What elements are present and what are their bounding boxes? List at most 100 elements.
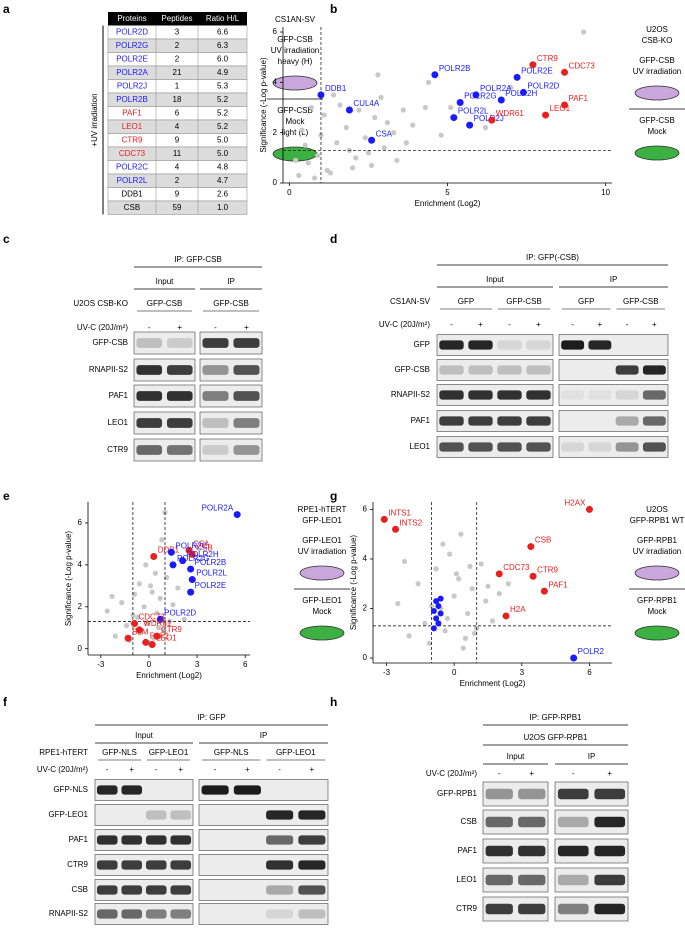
blot-header: U2OS GFP-RPB1: [523, 733, 588, 742]
blot-row-label: RNAPII-S2: [49, 909, 89, 918]
background-point: [381, 145, 387, 151]
background-point: [318, 132, 324, 138]
construct-label: GFP-CSB: [623, 297, 659, 306]
background-point: [308, 104, 315, 111]
legend-text: UV irradiation: [633, 547, 681, 556]
table-cell: POLR2C: [116, 162, 148, 171]
lane-label: +: [178, 765, 183, 774]
blot-band: [266, 909, 294, 919]
background-point: [447, 551, 453, 557]
legend-text: UV irradiation: [271, 46, 319, 55]
blot-band: [561, 442, 585, 452]
construct-label: GFP-LEO1: [149, 748, 189, 757]
y-tick-label: 4: [78, 560, 83, 569]
blot-band: [201, 785, 229, 795]
protein-point: [187, 588, 195, 596]
blot-membrane: [94, 903, 194, 925]
table-cell: 2: [175, 54, 180, 63]
blot-membrane: [558, 436, 669, 458]
legend-text: GFP-LEO1: [302, 596, 342, 605]
table-cell: 2: [175, 41, 180, 50]
blot-membrane: [558, 410, 669, 432]
background-point: [440, 541, 446, 547]
panel-label: c: [3, 232, 10, 246]
table-cell: 4: [175, 122, 180, 131]
blot-band: [170, 860, 192, 870]
blot-band: [136, 338, 163, 348]
legend-text: UV irradiation: [298, 547, 346, 556]
lane-label: -: [450, 320, 453, 329]
blot-band: [526, 340, 551, 350]
blot-band: [136, 445, 163, 455]
background-point: [175, 585, 181, 591]
background-point: [123, 623, 130, 629]
blot-band: [298, 810, 326, 820]
protein-point: [513, 73, 521, 81]
background-point: [296, 172, 302, 179]
blot-row-label: CSB: [461, 817, 477, 826]
background-point: [482, 125, 489, 131]
point-label: POLR2H: [187, 550, 219, 559]
protein-point: [317, 91, 325, 99]
background-point: [368, 162, 375, 168]
legend-text: GFP-LEO1: [302, 536, 342, 545]
table-header: [108, 12, 247, 26]
background-point: [144, 620, 150, 627]
protein-point: [561, 68, 569, 76]
legend-text: GFP-RPB1 WT: [630, 516, 685, 525]
background-point: [448, 104, 454, 111]
blot-band: [145, 860, 167, 870]
blot-band: [526, 416, 551, 426]
blot-band: [485, 874, 513, 886]
blot-band: [468, 390, 493, 400]
blot-band: [497, 442, 522, 452]
blot-band: [642, 365, 666, 375]
protein-point: [135, 626, 143, 634]
construct-label: GFP-LEO1: [276, 748, 316, 757]
background-point: [508, 84, 514, 90]
legend-text: GFP-CSB: [639, 56, 675, 65]
lane-label: -: [626, 320, 629, 329]
blot-band: [145, 810, 167, 820]
blot-band: [298, 860, 326, 870]
blot-band: [557, 903, 589, 915]
protein-point: [392, 525, 400, 533]
blot-band: [439, 442, 464, 452]
panel-label: d: [330, 232, 337, 246]
point-label: DDB1: [325, 84, 347, 93]
table-cell: POLR2L: [117, 176, 148, 185]
background-point: [321, 112, 327, 118]
table-cell: POLR2G: [116, 41, 148, 50]
dish-uv: [299, 565, 345, 581]
group-label: Input: [507, 752, 526, 761]
blot-membrane: [198, 879, 329, 901]
table-cell: 6.0: [217, 54, 229, 63]
blot-band: [518, 903, 546, 915]
background-point: [438, 132, 444, 138]
blot-band: [170, 885, 192, 895]
blot-membrane: [133, 411, 196, 435]
point-label: POLR2B: [439, 64, 471, 73]
background-point: [349, 165, 356, 171]
table-cell: LEO1: [122, 122, 143, 131]
highlight-point: [433, 615, 440, 622]
background-point: [453, 571, 460, 577]
protein-point: [472, 91, 480, 99]
panel-label: f: [3, 695, 8, 709]
blot-title: IP: GFP-RPB1: [529, 713, 582, 722]
blot-band: [518, 816, 546, 828]
background-point: [580, 29, 587, 35]
y-tick-label: 6: [78, 518, 83, 527]
background-point: [478, 561, 484, 567]
table-header-cell: Ratio H/L: [206, 14, 240, 23]
background-point: [505, 581, 511, 587]
point-label: POLR2H: [505, 89, 537, 98]
table-cell: 59: [173, 203, 182, 212]
lane-label: -: [508, 320, 511, 329]
background-point: [451, 593, 457, 599]
blot-band: [145, 885, 167, 895]
table-cell: 21: [173, 68, 182, 77]
blot-membrane: [436, 410, 554, 432]
table-cell: 6: [175, 108, 180, 117]
protein-point: [519, 88, 527, 96]
